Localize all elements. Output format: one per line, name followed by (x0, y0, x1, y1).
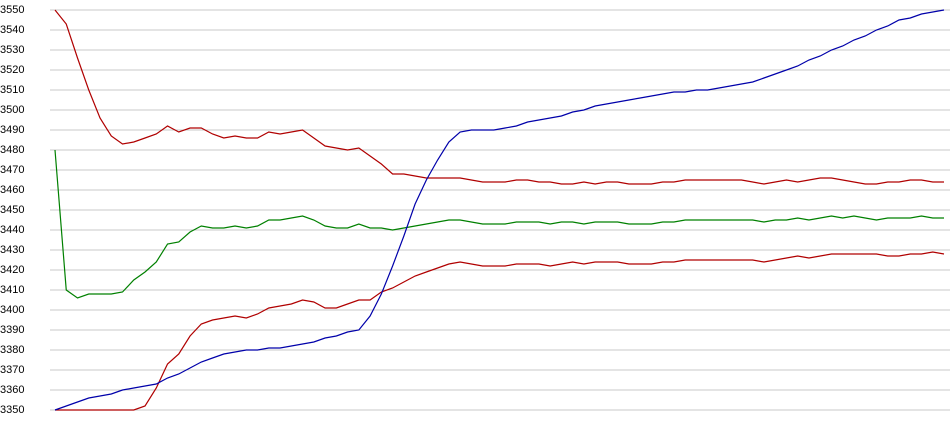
y-tick-label: 3350 (0, 404, 24, 416)
series-line (54, 9, 945, 411)
y-tick-label: 3450 (0, 204, 24, 216)
y-tick-label: 3530 (0, 44, 24, 56)
y-tick-label: 3500 (0, 104, 24, 116)
y-tick-label: 3430 (0, 244, 24, 256)
y-tick-label: 3550 (0, 4, 24, 16)
y-tick-label: 3400 (0, 304, 24, 316)
y-tick-label: 3520 (0, 64, 24, 76)
y-tick-label: 3370 (0, 364, 24, 376)
y-tick-label: 3460 (0, 184, 24, 196)
series-line (54, 9, 944, 185)
y-tick-label: 3510 (0, 84, 24, 96)
series-line (55, 251, 945, 411)
y-tick-label: 3540 (0, 24, 24, 36)
y-tick-label: 3420 (0, 264, 24, 276)
y-tick-label: 3480 (0, 144, 24, 156)
series-line (54, 149, 944, 299)
y-tick-label: 3440 (0, 224, 24, 236)
y-tick-label: 3490 (0, 124, 24, 136)
y-tick-label: 3380 (0, 344, 24, 356)
y-tick-label: 3390 (0, 324, 24, 336)
y-tick-label: 3360 (0, 384, 24, 396)
y-tick-label: 3470 (0, 164, 24, 176)
y-tick-label: 3410 (0, 284, 24, 296)
